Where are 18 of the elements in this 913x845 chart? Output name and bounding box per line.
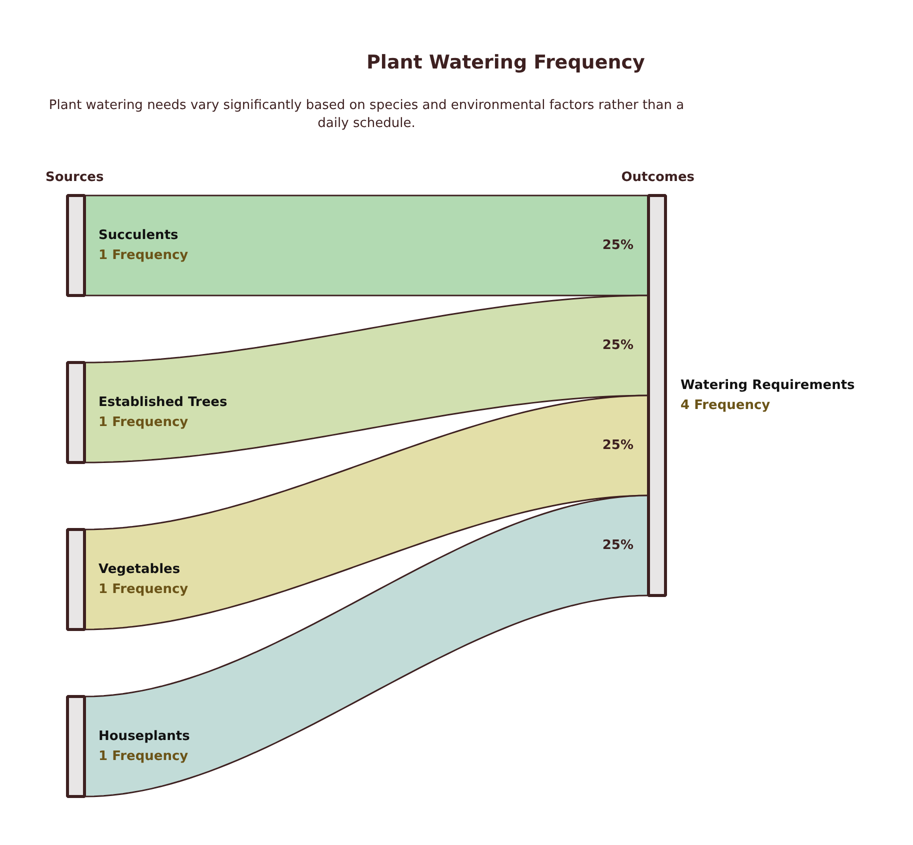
text: 4 Frequency	[680, 398, 771, 413]
text: 25%	[602, 338, 634, 353]
text: Watering Requirements	[680, 378, 856, 393]
text: Outcomes	[621, 170, 695, 185]
text: Plant Watering Frequency	[366, 52, 646, 74]
text: 25%	[602, 538, 634, 553]
category-label: Established Trees	[98, 395, 228, 410]
data-label: 1 Frequency	[98, 749, 189, 764]
category-label: Houseplants	[98, 729, 190, 744]
text: 25%	[602, 438, 634, 453]
category-label: Succulents	[98, 228, 179, 243]
data-label: 1 Frequency	[98, 415, 189, 430]
text: Plant watering needs vary significantly based on species and environmental factors rather than a daily schedule.	[48, 98, 684, 131]
data-label: 1 Frequency	[98, 248, 189, 263]
text: 25%	[602, 238, 634, 253]
category-label: Vegetables	[98, 562, 180, 577]
text: Sources	[46, 170, 104, 185]
data-label: 1 Frequency	[98, 582, 189, 597]
